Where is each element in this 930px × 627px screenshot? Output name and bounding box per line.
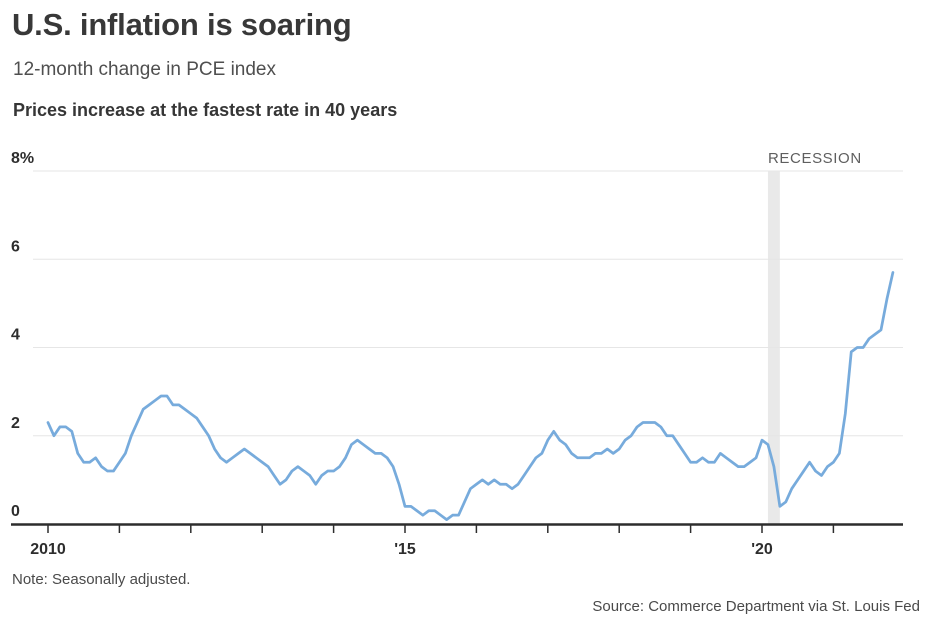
data-line-group [46,271,895,521]
chart-note: Note: Seasonally adjusted. [12,571,191,588]
chart-deck: Prices increase at the fastest rate in 4… [13,100,398,120]
recession-annotation: RECESSION [768,150,862,167]
x-tick-label-2010: 2010 [30,541,66,558]
axis-label-group: 8% 6 4 2 0 2010 '15 '20 [11,150,773,558]
axis-group [11,523,903,533]
pce-inflation-chart: 8% 6 4 2 0 2010 '15 '20 [11,150,903,558]
x-tick-label-2020: '20 [751,541,773,558]
x-tick-label-2015: '15 [394,541,416,558]
y-tick-label-2: 2 [11,415,20,432]
y-tick-label-4: 4 [11,327,20,344]
chart-subtitle: 12-month change in PCE index [13,59,276,80]
chart-source: Source: Commerce Department via St. Loui… [592,598,920,615]
page-title: U.S. inflation is soaring [12,7,352,42]
y-tick-label-8: 8% [11,150,34,167]
gridline-group [33,170,903,437]
y-tick-label-0: 0 [11,503,20,520]
y-tick-label-6: 6 [11,238,20,255]
pce-inflation-line [46,271,895,521]
